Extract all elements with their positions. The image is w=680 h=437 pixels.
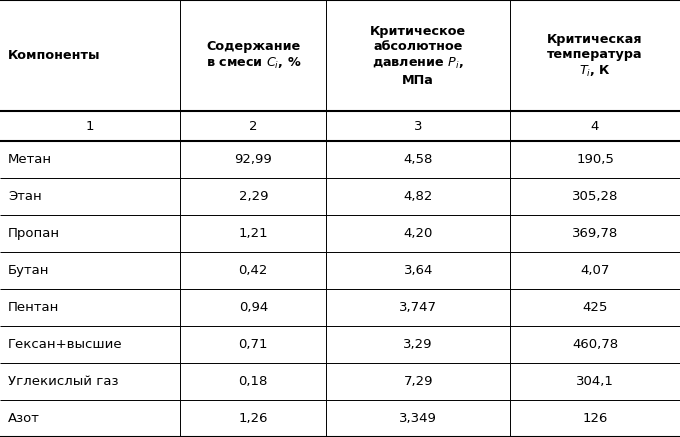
- Text: 2,29: 2,29: [239, 190, 268, 203]
- Text: 3,29: 3,29: [403, 338, 433, 351]
- Text: 460,78: 460,78: [572, 338, 618, 351]
- Text: Критическое
абсолютное
давление $P_i$,
МПа: Критическое абсолютное давление $P_i$, М…: [370, 25, 466, 87]
- Text: Бутан: Бутан: [8, 264, 50, 277]
- Text: 4,20: 4,20: [403, 227, 433, 240]
- Text: 304,1: 304,1: [576, 375, 614, 388]
- Text: 4,58: 4,58: [403, 153, 433, 166]
- Text: Метан: Метан: [8, 153, 52, 166]
- Text: 3,747: 3,747: [399, 301, 437, 314]
- Text: 126: 126: [582, 412, 608, 425]
- Text: Гексан+высшие: Гексан+высшие: [8, 338, 123, 351]
- Text: Пентан: Пентан: [8, 301, 60, 314]
- Text: Критическая
температура
$T_i$, К: Критическая температура $T_i$, К: [547, 32, 643, 79]
- Text: Азот: Азот: [8, 412, 40, 425]
- Text: 0,94: 0,94: [239, 301, 268, 314]
- Text: 0,71: 0,71: [239, 338, 268, 351]
- Text: Компоненты: Компоненты: [8, 49, 101, 62]
- Text: Содержание
в смеси $C_i$, %: Содержание в смеси $C_i$, %: [205, 40, 301, 71]
- Text: 369,78: 369,78: [572, 227, 618, 240]
- Text: Этан: Этан: [8, 190, 42, 203]
- Text: 190,5: 190,5: [576, 153, 614, 166]
- Text: 4: 4: [591, 120, 599, 133]
- Text: 4,82: 4,82: [403, 190, 433, 203]
- Text: 1,26: 1,26: [239, 412, 268, 425]
- Text: 3,349: 3,349: [399, 412, 437, 425]
- Text: 7,29: 7,29: [403, 375, 433, 388]
- Text: 1: 1: [86, 120, 95, 133]
- Text: 92,99: 92,99: [235, 153, 272, 166]
- Text: 2: 2: [249, 120, 258, 133]
- Text: 4,07: 4,07: [580, 264, 610, 277]
- Text: 3: 3: [414, 120, 422, 133]
- Text: Углекислый газ: Углекислый газ: [8, 375, 118, 388]
- Text: 0,18: 0,18: [239, 375, 268, 388]
- Text: 305,28: 305,28: [572, 190, 618, 203]
- Text: 3,64: 3,64: [403, 264, 433, 277]
- Text: 1,21: 1,21: [239, 227, 268, 240]
- Text: 425: 425: [582, 301, 608, 314]
- Text: 0,42: 0,42: [239, 264, 268, 277]
- Text: Пропан: Пропан: [8, 227, 61, 240]
